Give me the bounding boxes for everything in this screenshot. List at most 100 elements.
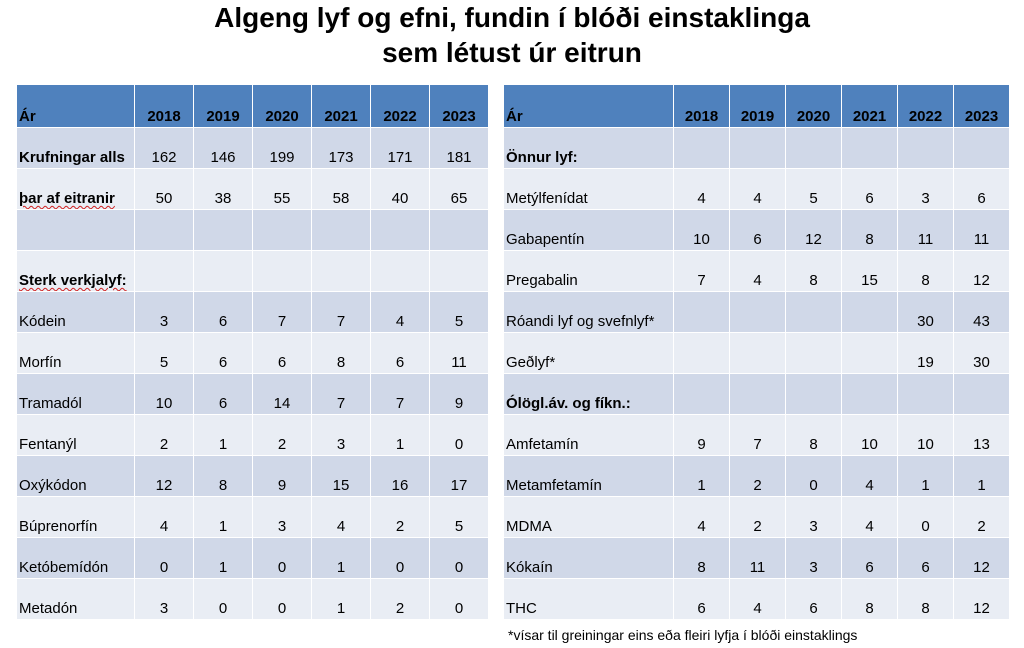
value-cell-2018: 10 (134, 373, 194, 415)
value-cell-2020: 199 (252, 127, 312, 169)
row-label: Geðlyf* (503, 332, 674, 374)
table-row: Fentanýl 2 1 2 3 1 0 (16, 414, 489, 456)
value-cell-2018: 3 (134, 291, 194, 333)
value-cell-2018 (134, 250, 194, 292)
year-header-2019: 2019 (729, 84, 786, 128)
row-label-text: Búprenorfín (19, 518, 98, 535)
row-label-text: Tramadól (19, 395, 82, 412)
table-row: Geðlyf* 19 30 (503, 332, 1010, 374)
value-cell-2021: 8 (841, 578, 898, 620)
value-cell-2020 (785, 291, 842, 333)
drug-table-right: Ár 2018 2019 2020 2021 2022 2023 Önnur lyf: Metý… (503, 84, 1010, 620)
row-label-text: þar af eitranir (19, 190, 115, 207)
value-cell-2021 (841, 291, 898, 333)
table-row: Amfetamín 9 7 8 10 10 13 (503, 414, 1010, 456)
table-row: Metýlfenídat 4 4 5 6 3 6 (503, 168, 1010, 210)
value-cell-2022: 7 (370, 373, 430, 415)
value-cell-2023: 12 (953, 578, 1010, 620)
value-cell-2019 (193, 209, 253, 251)
value-cell-2019: 6 (193, 291, 253, 333)
header-row: Ár 2018 2019 2020 2021 2022 2023 (16, 84, 489, 128)
value-cell-2021: 58 (311, 168, 371, 210)
row-label: THC (503, 578, 674, 620)
table-row: Kókaín 8 11 3 6 6 12 (503, 537, 1010, 579)
row-label: Róandi lyf og svefnlyf* (503, 291, 674, 333)
value-cell-2023: 11 (429, 332, 489, 374)
row-label: Önnur lyf: (503, 127, 674, 169)
value-cell-2020: 9 (252, 455, 312, 497)
value-cell-2018: 50 (134, 168, 194, 210)
table-row: Gabapentín 10 6 12 8 11 11 (503, 209, 1010, 251)
value-cell-2022: 10 (897, 414, 954, 456)
row-label: Búprenorfín (16, 496, 135, 538)
year-header-2020: 2020 (252, 84, 312, 128)
value-cell-2023: 0 (429, 414, 489, 456)
autopsy-drug-table-left: Ár 2018 2019 2020 2021 2022 2023 Krufningar all… (16, 84, 489, 620)
table-row: Metadón 3 0 0 1 2 0 (16, 578, 489, 620)
value-cell-2023: 13 (953, 414, 1010, 456)
value-cell-2020: 8 (785, 414, 842, 456)
value-cell-2018: 7 (673, 250, 730, 292)
value-cell-2020: 0 (252, 578, 312, 620)
row-label-text: Pregabalin (506, 272, 578, 289)
row-label-text: Gabapentín (506, 231, 585, 248)
row-label-text: Róandi lyf og svefnlyf* (506, 313, 655, 330)
table-row: THC 6 4 6 8 8 12 (503, 578, 1010, 620)
row-label-text: Fentanýl (19, 436, 77, 453)
value-cell-2021: 6 (841, 168, 898, 210)
value-cell-2020: 12 (785, 209, 842, 251)
row-label: Krufningar alls (16, 127, 135, 169)
value-cell-2023 (953, 373, 1010, 415)
value-cell-2021 (841, 127, 898, 169)
row-label-text: Metýlfenídat (506, 190, 588, 207)
row-label (16, 209, 135, 251)
row-label: Tramadól (16, 373, 135, 415)
value-cell-2018: 5 (134, 332, 194, 374)
year-header-2019: 2019 (193, 84, 253, 128)
table-row: Önnur lyf: (503, 127, 1010, 169)
value-cell-2019: 0 (193, 578, 253, 620)
value-cell-2018 (673, 127, 730, 169)
year-header-2020: 2020 (785, 84, 842, 128)
value-cell-2019: 2 (729, 455, 786, 497)
value-cell-2023: 12 (953, 537, 1010, 579)
row-label: Morfín (16, 332, 135, 374)
value-cell-2019: 6 (729, 209, 786, 251)
value-cell-2022: 0 (897, 496, 954, 538)
value-cell-2019 (193, 250, 253, 292)
value-cell-2023: 5 (429, 291, 489, 333)
value-cell-2023: 181 (429, 127, 489, 169)
value-cell-2021: 7 (311, 291, 371, 333)
value-cell-2020: 2 (252, 414, 312, 456)
header-label: Ár (16, 84, 135, 128)
value-cell-2022: 4 (370, 291, 430, 333)
year-header-2021: 2021 (841, 84, 898, 128)
value-cell-2022: 8 (897, 578, 954, 620)
value-cell-2020 (785, 127, 842, 169)
value-cell-2023: 0 (429, 578, 489, 620)
year-header-2018: 2018 (134, 84, 194, 128)
value-cell-2021: 8 (841, 209, 898, 251)
value-cell-2019: 7 (729, 414, 786, 456)
value-cell-2019: 1 (193, 414, 253, 456)
value-cell-2023: 6 (953, 168, 1010, 210)
row-label-text: Oxýkódon (19, 477, 87, 494)
row-label: Metadón (16, 578, 135, 620)
row-label-text: MDMA (506, 518, 552, 535)
footnote: *vísar til greiningar eins eða fleiri ly… (508, 627, 858, 643)
value-cell-2020: 3 (252, 496, 312, 538)
row-label-text: Kókaín (506, 559, 553, 576)
page-title: Algeng lyf og efni, fundin í blóði einst… (0, 0, 1024, 70)
value-cell-2018: 4 (673, 168, 730, 210)
title-line-1: Algeng lyf og efni, fundin í blóði einst… (214, 2, 810, 33)
value-cell-2019 (729, 127, 786, 169)
row-label-text: Morfín (19, 354, 62, 371)
table-row: Róandi lyf og svefnlyf* 30 43 (503, 291, 1010, 333)
value-cell-2021 (311, 250, 371, 292)
row-label: Metýlfenídat (503, 168, 674, 210)
table-body: Ár 2018 2019 2020 2021 2022 2023 Önnur lyf: Metý… (503, 84, 1010, 620)
value-cell-2020 (252, 250, 312, 292)
value-cell-2022: 11 (897, 209, 954, 251)
table-row: Morfín 5 6 6 8 6 11 (16, 332, 489, 374)
year-header-2022: 2022 (370, 84, 430, 128)
